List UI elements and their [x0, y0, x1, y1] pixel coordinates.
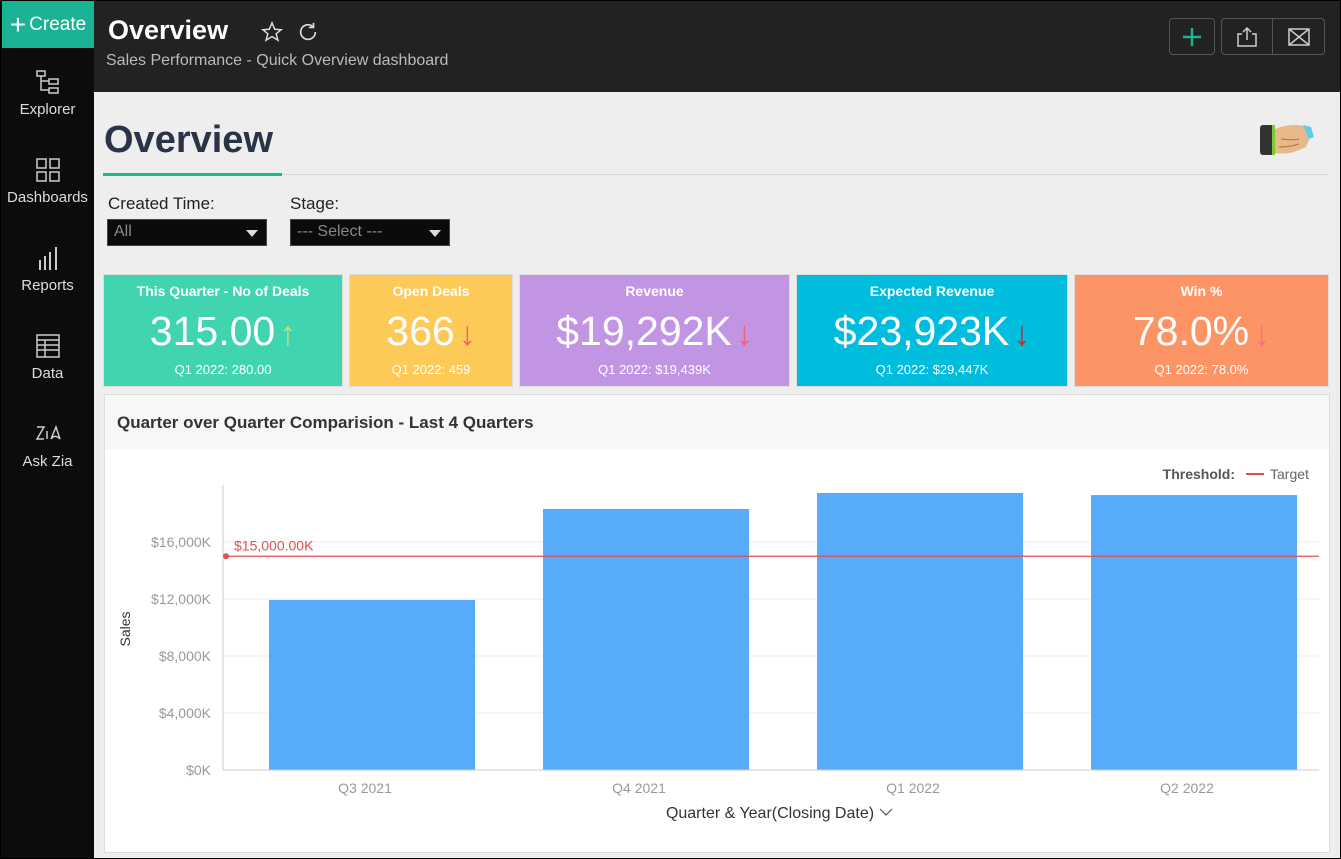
title-accent: [103, 173, 282, 176]
kpi-title: Revenue: [625, 283, 684, 299]
y-tick-label: $8,000K: [159, 648, 212, 664]
sidebar-item-data[interactable]: Data: [1, 333, 94, 382]
mail-icon: [1287, 27, 1310, 46]
create-button[interactable]: + Create: [2, 1, 94, 48]
trend-down-arrow-icon: ↓: [735, 315, 753, 353]
chart-title: Quarter over Quarter Comparision - Last …: [105, 395, 1329, 449]
sidebar-item-label: Reports: [21, 277, 74, 294]
plus-icon: [1183, 27, 1201, 46]
kpi-value-row: $23,923K ↓: [797, 309, 1067, 356]
header-title: Overview: [108, 15, 229, 45]
title-divider: [103, 174, 1329, 175]
select-value: --- Select ---: [297, 223, 383, 240]
kpi-title: Expected Revenue: [869, 283, 995, 299]
trend-down-arrow-icon: ↓: [1253, 315, 1271, 353]
chevron-down-icon[interactable]: [879, 808, 893, 816]
kpi-title: Open Deals: [392, 283, 470, 299]
x-tick-label: Q2 2022: [1160, 780, 1214, 796]
add-button[interactable]: [1169, 18, 1215, 55]
create-label: Create: [29, 13, 87, 35]
explorer-tree-icon: [35, 70, 59, 94]
bar-q1-2022: [817, 492, 1024, 770]
x-tick-label: Q4 2021: [612, 780, 666, 796]
caret-down-icon: [429, 230, 441, 237]
kpi-value-row: 78.0% ↓: [1075, 309, 1328, 356]
stage-select[interactable]: --- Select ---: [290, 219, 450, 246]
y-tick-label: $0K: [186, 762, 212, 778]
data-table-icon: [35, 334, 60, 358]
dashboards-grid-icon: [35, 158, 60, 182]
kpi-value-row: 315.00 ↑: [104, 309, 342, 356]
kpi-card[interactable]: Win % 78.0% ↓ Q1 2022: 78.0%: [1074, 274, 1329, 387]
sidebar-item-label: Data: [31, 365, 64, 382]
sidebar-item-label: Ask Zia: [22, 453, 73, 470]
y-axis-title: Sales: [117, 611, 133, 646]
kpi-card[interactable]: This Quarter - No of Deals 315.00 ↑ Q1 20…: [103, 274, 343, 387]
sidebar-item-ask-zia[interactable]: Ask Zia: [1, 421, 94, 470]
caret-down-icon: [246, 230, 258, 237]
bar-q4-2021: [543, 508, 750, 770]
header-subtitle: Sales Performance - Quick Overview dashb…: [106, 52, 449, 69]
kpi-value: $23,923K: [833, 308, 1010, 354]
kpi-comparison: Q1 2022: 459: [391, 362, 471, 377]
sidebar-item-reports[interactable]: Reports: [1, 245, 94, 294]
filter-label-created-time: Created Time:: [108, 194, 215, 213]
header-bar: Overview Sales Performance - Quick Overv…: [94, 1, 1340, 92]
trend-down-arrow-icon: ↓: [458, 315, 476, 353]
kpi-title: This Quarter - No of Deals: [136, 283, 310, 299]
kpi-value: $19,292K: [556, 308, 732, 354]
kpi-value: 78.0%: [1132, 308, 1250, 354]
kpi-value-row: 366 ↓: [350, 309, 512, 356]
reports-bars-icon: [38, 247, 57, 270]
filter-label-stage: Stage:: [290, 194, 340, 213]
kpi-value: 315.00: [149, 308, 276, 354]
y-tick-label: $12,000K: [151, 591, 212, 607]
sidebar-item-label: Dashboards: [7, 189, 88, 206]
kpi-comparison: Q1 2022: 280.00: [174, 362, 272, 377]
share-export-icon: [1237, 26, 1257, 47]
email-button[interactable]: [1272, 18, 1325, 55]
x-tick-label: Q3 2021: [338, 780, 392, 796]
sidebar-item-dashboards[interactable]: Dashboards: [1, 157, 94, 206]
threshold-marker: [223, 553, 229, 560]
created-time-select[interactable]: All: [107, 219, 267, 246]
kpi-card[interactable]: Open Deals 366 ↓ Q1 2022: 459: [349, 274, 513, 387]
trend-up-arrow-icon: ↑: [279, 315, 297, 353]
sidebar: + Create Explorer Dashboards Reports Data…: [1, 1, 94, 858]
kpi-card[interactable]: Expected Revenue $23,923K ↓ Q1 2022: $29,…: [796, 274, 1068, 387]
handshake-logo-icon: [1260, 124, 1314, 155]
threshold-label: $15,000.00K: [234, 537, 314, 553]
zia-icon: [35, 424, 61, 440]
kpi-value-row: $19,292K ↓: [520, 309, 789, 356]
sidebar-item-explorer[interactable]: Explorer: [1, 69, 94, 118]
x-axis-title: Quarter & Year(Closing Date): [666, 805, 874, 822]
kpi-title: Win %: [1180, 283, 1223, 299]
bar-q2-2022: [1091, 495, 1298, 770]
page-title: Overview: [104, 119, 273, 161]
plus-icon: +: [9, 8, 27, 40]
bar-q3-2021: [269, 599, 476, 770]
legend-title: Threshold:: [1163, 466, 1235, 482]
select-value: All: [114, 223, 132, 240]
y-tick-label: $16,000K: [151, 534, 212, 550]
share-button[interactable]: [1221, 18, 1273, 55]
refresh-icon[interactable]: [297, 21, 319, 43]
trend-down-arrow-icon: ↓: [1013, 315, 1031, 353]
x-tick-label: Q1 2022: [886, 780, 940, 796]
y-tick-label: $4,000K: [159, 705, 212, 721]
kpi-comparison: Q1 2022: $19,439K: [598, 362, 711, 377]
kpi-value: 366: [386, 308, 455, 354]
kpi-card[interactable]: Revenue $19,292K ↓ Q1 2022: $19,439K: [519, 274, 790, 387]
sidebar-item-label: Explorer: [19, 101, 76, 118]
legend-entry-target: Target: [1270, 466, 1309, 482]
bar-chart: $0K $4,000K $8,000K $12,000K $16,000K Q3 2021…: [117, 466, 1319, 822]
chart-panel: Quarter over Quarter Comparision - Last …: [104, 394, 1330, 853]
kpi-comparison: Q1 2022: 78.0%: [1154, 362, 1249, 377]
kpi-comparison: Q1 2022: $29,447K: [875, 362, 989, 377]
star-icon[interactable]: [261, 21, 283, 43]
